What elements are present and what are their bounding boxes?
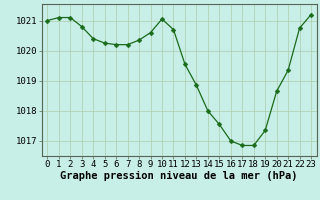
X-axis label: Graphe pression niveau de la mer (hPa): Graphe pression niveau de la mer (hPa) xyxy=(60,171,298,181)
